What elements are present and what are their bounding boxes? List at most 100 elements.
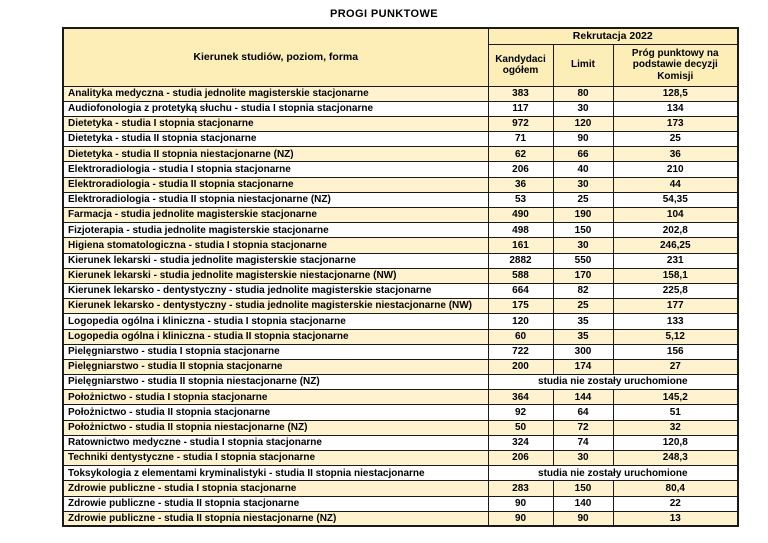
threshold-cell: 25 bbox=[612, 131, 739, 148]
program-name-cell: Kierunek lekarsko - dentystyczny - studi… bbox=[62, 298, 489, 315]
program-name-cell: Fizjoterapia - studia jednolite magister… bbox=[62, 222, 489, 239]
table-row: Techniki dentystyczne - studia I stopnia… bbox=[62, 449, 739, 467]
program-name-cell: Zdrowie publiczne - studia II stopnia ni… bbox=[62, 510, 489, 527]
program-name-cell: Zdrowie publiczne - studia I stopnia sta… bbox=[62, 480, 489, 497]
candidates-cell: 490 bbox=[487, 206, 554, 224]
threshold-cell: 5,12 bbox=[612, 328, 739, 345]
threshold-cell: 22 bbox=[612, 495, 739, 512]
candidates-cell: 62 bbox=[487, 146, 554, 163]
column-header-candidates: Kandydaci ogółem bbox=[487, 43, 554, 87]
table-row: Elektroradiologia - studia II stopnia st… bbox=[62, 176, 739, 193]
program-name-cell: Elektroradiologia - studia II stopnia st… bbox=[62, 176, 489, 193]
candidates-cell: 36 bbox=[487, 176, 554, 193]
limit-cell: 25 bbox=[552, 298, 614, 315]
program-name-cell: Pielęgniarstwo - studia II stopnia stacj… bbox=[62, 358, 489, 376]
limit-cell: 190 bbox=[552, 206, 614, 224]
candidates-cell: 722 bbox=[487, 343, 554, 360]
table-body: Analityka medyczna - studia jednolite ma… bbox=[62, 85, 739, 527]
limit-cell: 30 bbox=[552, 100, 614, 117]
candidates-cell: 60 bbox=[487, 328, 554, 345]
candidates-cell: 283 bbox=[487, 480, 554, 497]
candidates-cell: 206 bbox=[487, 161, 554, 178]
candidates-cell: 498 bbox=[487, 222, 554, 239]
table-row: Zdrowie publiczne - studia II stopnia st… bbox=[62, 495, 739, 512]
threshold-cell: 54,35 bbox=[612, 191, 739, 209]
page-title: PROGI PUNKTOWE bbox=[329, 8, 439, 20]
candidates-cell: 972 bbox=[487, 115, 554, 133]
limit-cell: 300 bbox=[552, 343, 614, 360]
table-row: Analityka medyczna - studia jednolite ma… bbox=[62, 85, 739, 102]
threshold-cell: 177 bbox=[612, 298, 739, 315]
limit-cell: 150 bbox=[552, 480, 614, 497]
threshold-cell: 13 bbox=[612, 510, 739, 527]
column-header-program: Kierunek studiów, poziom, forma bbox=[62, 27, 489, 87]
limit-cell: 550 bbox=[552, 252, 614, 269]
program-name-cell: Higiena stomatologiczna - studia I stopn… bbox=[62, 237, 489, 254]
threshold-cell: 51 bbox=[612, 404, 739, 421]
candidates-cell: 71 bbox=[487, 131, 554, 148]
table-row: Logopedia ogólna i kliniczna - studia II… bbox=[62, 328, 739, 345]
table-row: Toksykologia z elementami kryminalistyki… bbox=[62, 465, 739, 482]
threshold-cell: 80,4 bbox=[612, 480, 739, 497]
candidates-cell: 175 bbox=[487, 298, 554, 315]
program-name-cell: Ratownictwo medyczne - studia I stopnia … bbox=[62, 434, 489, 452]
table-row: Kierunek lekarski - studia jednolite mag… bbox=[62, 252, 739, 269]
candidates-cell: 90 bbox=[487, 510, 554, 527]
candidates-cell: 364 bbox=[487, 389, 554, 406]
program-name-cell: Kierunek lekarski - studia jednolite mag… bbox=[62, 252, 489, 269]
threshold-cell: 173 bbox=[612, 115, 739, 133]
candidates-cell: 664 bbox=[487, 282, 554, 300]
threshold-cell: 134 bbox=[612, 100, 739, 117]
threshold-cell: 156 bbox=[612, 343, 739, 360]
table-row: Zdrowie publiczne - studia I stopnia sta… bbox=[62, 480, 739, 497]
limit-cell: 90 bbox=[552, 131, 614, 148]
program-name-cell: Pielęgniarstwo - studia I stopnia stacjo… bbox=[62, 343, 489, 360]
threshold-cell: 210 bbox=[612, 161, 739, 178]
table-row: Audiofonologia z protetyką słuchu - stud… bbox=[62, 100, 739, 117]
program-name-cell: Farmacja - studia jednolite magisterskie… bbox=[62, 206, 489, 224]
table-row: Ratownictwo medyczne - studia I stopnia … bbox=[62, 434, 739, 452]
threshold-cell: 44 bbox=[612, 176, 739, 193]
table-row: Zdrowie publiczne - studia II stopnia ni… bbox=[62, 510, 739, 527]
threshold-cell: 248,3 bbox=[612, 449, 739, 467]
table-row: Położnictwo - studia II stopnia niestacj… bbox=[62, 419, 739, 436]
table-row: Dietetyka - studia II stopnia stacjonarn… bbox=[62, 131, 739, 148]
not-launched-cell: studia nie zostały uruchomione bbox=[487, 374, 739, 391]
program-name-cell: Logopedia ogólna i kliniczna - studia I … bbox=[62, 313, 489, 330]
candidates-cell: 324 bbox=[487, 434, 554, 452]
program-name-cell: Elektroradiologia - studia II stopnia ni… bbox=[62, 191, 489, 209]
candidates-cell: 588 bbox=[487, 267, 554, 284]
limit-cell: 25 bbox=[552, 191, 614, 209]
table-row: Położnictwo - studia II stopnia stacjona… bbox=[62, 404, 739, 421]
program-name-cell: Audiofonologia z protetyką słuchu - stud… bbox=[62, 100, 489, 117]
threshold-cell: 246,25 bbox=[612, 237, 739, 254]
limit-cell: 64 bbox=[552, 404, 614, 421]
table-row: Elektroradiologia - studia I stopnia sta… bbox=[62, 161, 739, 178]
column-header-threshold: Próg punktowy na podstawie decyzji Komis… bbox=[612, 43, 739, 87]
table-header: Kierunek studiów, poziom, forma Rekrutac… bbox=[62, 27, 739, 87]
threshold-cell: 36 bbox=[612, 146, 739, 163]
program-name-cell: Dietetyka - studia II stopnia niestacjon… bbox=[62, 146, 489, 163]
table-row: Fizjoterapia - studia jednolite magister… bbox=[62, 222, 739, 239]
thresholds-table: Kierunek studiów, poziom, forma Rekrutac… bbox=[62, 27, 740, 528]
candidates-cell: 2882 bbox=[487, 252, 554, 269]
limit-cell: 80 bbox=[552, 85, 614, 102]
program-name-cell: Zdrowie publiczne - studia II stopnia st… bbox=[62, 495, 489, 512]
limit-cell: 82 bbox=[552, 282, 614, 300]
program-name-cell: Elektroradiologia - studia I stopnia sta… bbox=[62, 161, 489, 178]
program-name-cell: Położnictwo - studia I stopnia stacjonar… bbox=[62, 389, 489, 406]
limit-cell: 150 bbox=[552, 222, 614, 239]
table-row: Kierunek lekarsko - dentystyczny - studi… bbox=[62, 298, 739, 315]
threshold-cell: 231 bbox=[612, 252, 739, 269]
threshold-cell: 32 bbox=[612, 419, 739, 436]
limit-cell: 72 bbox=[552, 419, 614, 436]
program-name-cell: Analityka medyczna - studia jednolite ma… bbox=[62, 85, 489, 102]
candidates-cell: 200 bbox=[487, 358, 554, 376]
program-name-cell: Techniki dentystyczne - studia I stopnia… bbox=[62, 449, 489, 467]
threshold-cell: 120,8 bbox=[612, 434, 739, 452]
threshold-cell: 145,2 bbox=[612, 389, 739, 406]
table-row: Higiena stomatologiczna - studia I stopn… bbox=[62, 237, 739, 254]
limit-cell: 144 bbox=[552, 389, 614, 406]
program-name-cell: Dietetyka - studia I stopnia stacjonarne bbox=[62, 115, 489, 133]
candidates-cell: 50 bbox=[487, 419, 554, 436]
